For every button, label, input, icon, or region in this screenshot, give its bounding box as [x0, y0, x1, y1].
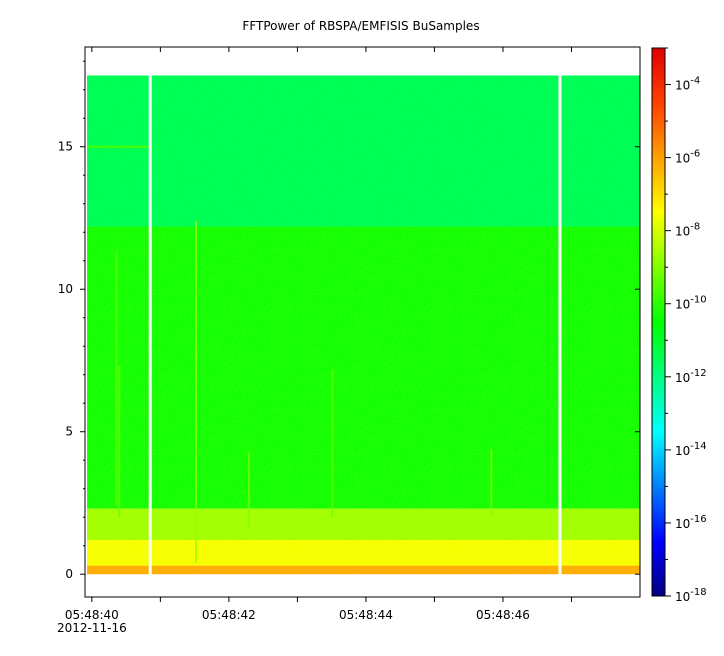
- y-tick-label: 5: [65, 425, 73, 439]
- data-gap-0: [148, 47, 152, 597]
- x-tick-sublabel: 2012-11-16: [57, 621, 127, 635]
- band-speckle-3: [87, 540, 640, 566]
- data-gaps: [148, 47, 562, 597]
- band-speckle-1: [87, 226, 640, 509]
- emission-line-6: [87, 145, 149, 148]
- emission-streak-0: [195, 220, 197, 563]
- emission-streak-2: [118, 366, 121, 518]
- colorbar-tick-label: 10-10: [675, 295, 707, 312]
- colorbar-tick-label: 10-16: [675, 514, 707, 531]
- x-tick-label: 05:48:40: [65, 608, 119, 622]
- band-speckle-2: [87, 508, 640, 541]
- data-gap-1: [558, 47, 562, 597]
- y-tick-label: 15: [58, 140, 73, 154]
- x-tick-label: 05:48:46: [476, 608, 530, 622]
- chart-title: FFTPower of RBSPA/EMFISIS BuSamples: [242, 19, 479, 33]
- colorbar-tick-label: 10-12: [675, 368, 707, 385]
- spectrogram-noise: [87, 75, 640, 575]
- colorbar-tick-label: 10-4: [675, 76, 700, 93]
- emission-streak-5: [490, 448, 493, 518]
- y-tick-label: 10: [58, 282, 73, 296]
- plot-area: [87, 47, 640, 597]
- emission-streak-1: [115, 252, 118, 506]
- emission-streak-4: [247, 451, 250, 529]
- y-axis: 0 5 10 15: [58, 60, 640, 581]
- x-tick-label: 05:48:44: [339, 608, 393, 622]
- colorbar-tick-label: 10-14: [675, 441, 707, 458]
- spectrogram-emissions: [87, 145, 493, 563]
- colorbar-tick-label: 10-6: [675, 149, 700, 166]
- x-tick-label: 05:48:42: [202, 608, 256, 622]
- plot-frame: [84, 46, 641, 598]
- band-speckle-4: [87, 565, 640, 575]
- band-speckle-0: [87, 75, 640, 227]
- y-tick-label: 0: [65, 567, 73, 581]
- colorbar-tick-label: 10-8: [675, 222, 700, 239]
- colorbar-tick-label: 10-18: [675, 587, 707, 604]
- emission-streak-3: [331, 369, 334, 518]
- colorbar: [651, 47, 666, 597]
- colorbar-axis: 10-4 10-6 10-8 10-10 10-12 10-14 10-16 10-18: [665, 47, 707, 604]
